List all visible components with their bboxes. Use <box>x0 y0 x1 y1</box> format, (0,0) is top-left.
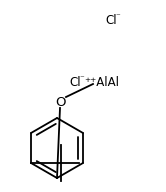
Text: ⁺⁺AlAl: ⁺⁺AlAl <box>84 75 119 89</box>
Text: Cl: Cl <box>69 75 81 89</box>
Text: ⁻: ⁻ <box>79 74 84 83</box>
Text: Cl: Cl <box>105 13 117 26</box>
Text: ⁻: ⁻ <box>115 12 120 21</box>
Text: O: O <box>55 95 65 108</box>
